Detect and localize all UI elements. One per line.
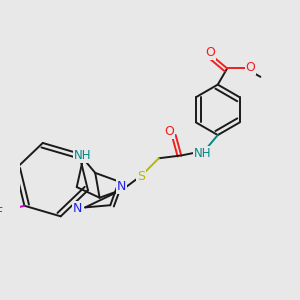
Text: N: N (73, 202, 82, 215)
Text: N: N (117, 180, 126, 193)
Text: O: O (205, 46, 215, 59)
Text: NH: NH (194, 147, 211, 160)
Text: F: F (0, 206, 3, 219)
Text: O: O (245, 61, 255, 74)
Text: O: O (164, 125, 174, 138)
Text: NH: NH (74, 149, 91, 162)
Text: S: S (137, 170, 145, 184)
